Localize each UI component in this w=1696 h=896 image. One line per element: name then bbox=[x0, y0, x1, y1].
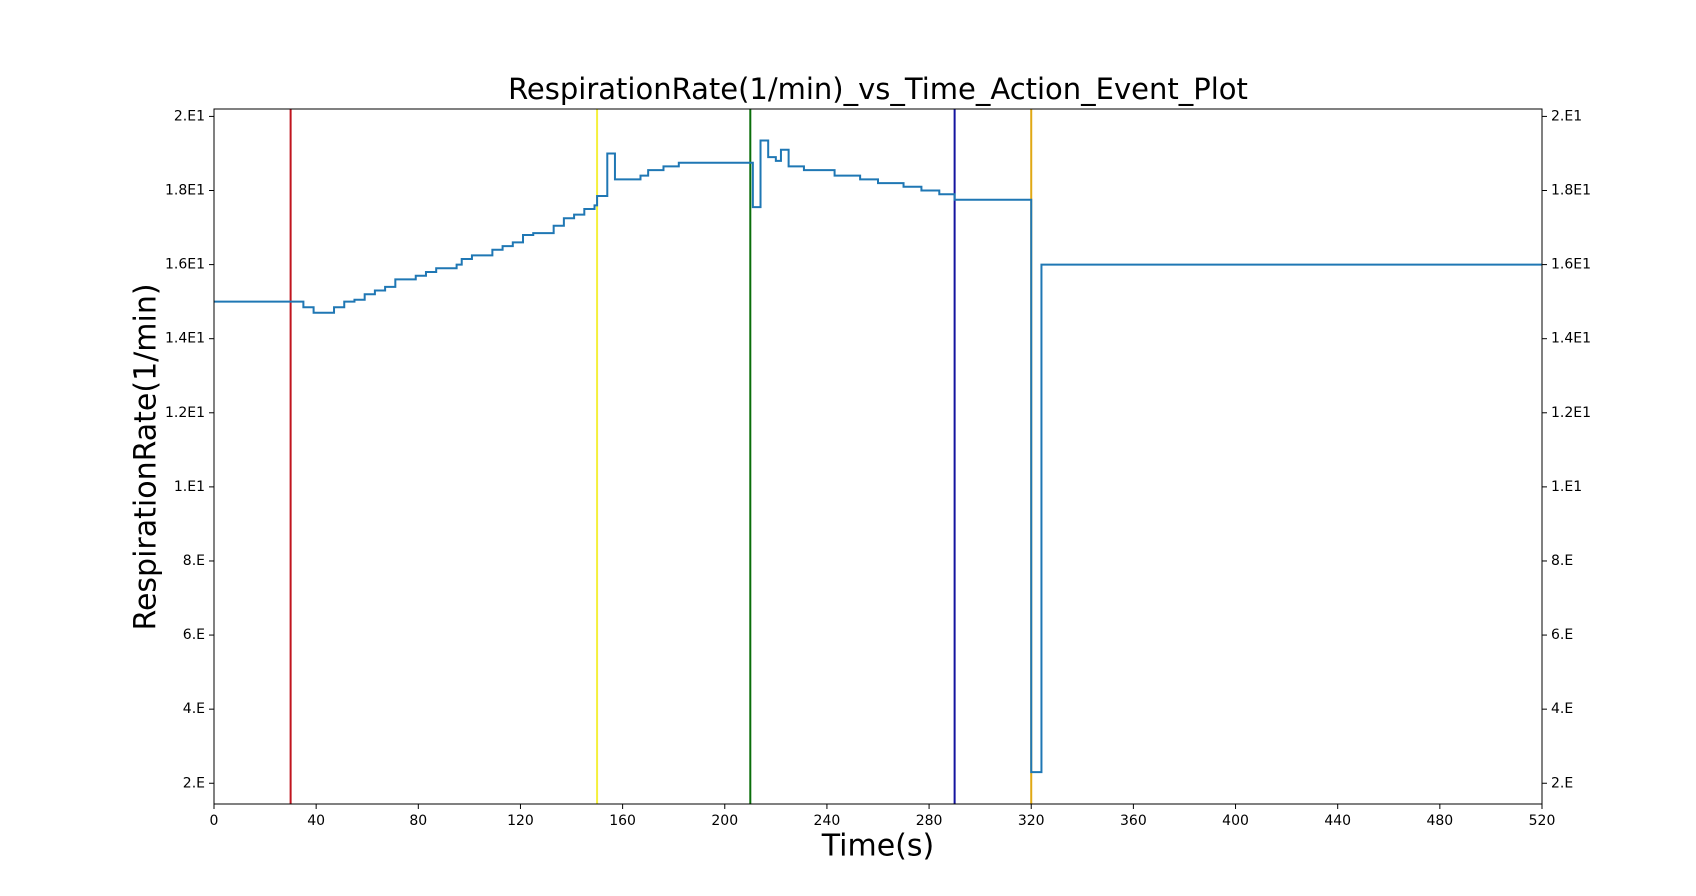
y-tick-label-right: 4.E bbox=[1551, 701, 1573, 717]
y-tick-label-right: 1.6E1 bbox=[1551, 257, 1591, 273]
x-axis-label: Time(s) bbox=[821, 829, 934, 864]
y-tick-label: 1.6E1 bbox=[165, 257, 205, 273]
x-tick-label: 40 bbox=[307, 813, 325, 829]
x-tick-label: 0 bbox=[210, 813, 219, 829]
y-tick-label-right: 1.4E1 bbox=[1551, 331, 1591, 347]
x-tick-label: 80 bbox=[409, 813, 427, 829]
x-tick-label: 240 bbox=[814, 813, 841, 829]
x-tick-label: 480 bbox=[1426, 813, 1453, 829]
y-tick-label: 6.E bbox=[183, 627, 205, 643]
y-tick-label: 2.E1 bbox=[174, 108, 205, 124]
y-tick-label-right: 2.E bbox=[1551, 775, 1573, 791]
y-tick-label: 8.E bbox=[183, 553, 205, 569]
x-tick-label: 120 bbox=[507, 813, 534, 829]
x-tick-label: 520 bbox=[1529, 813, 1556, 829]
x-tick-label: 320 bbox=[1018, 813, 1045, 829]
x-tick-label: 440 bbox=[1324, 813, 1351, 829]
y-axis-label: RespirationRate(1/min) bbox=[129, 283, 164, 630]
data-line bbox=[214, 139, 1542, 774]
y-tick-label-right: 1.8E1 bbox=[1551, 183, 1591, 199]
y-tick-label-right: 8.E bbox=[1551, 553, 1573, 569]
y-tick-label: 1.8E1 bbox=[165, 183, 205, 199]
y-tick-label: 4.E bbox=[183, 701, 205, 717]
y-tick-label: 2.E bbox=[183, 775, 205, 791]
x-tick-label: 400 bbox=[1222, 813, 1249, 829]
y-tick-label-right: 1.E1 bbox=[1551, 479, 1582, 495]
x-tick-label: 160 bbox=[609, 813, 636, 829]
y-tick-label-right: 2.E1 bbox=[1551, 108, 1582, 124]
chart-title: RespirationRate(1/min)_vs_Time_Action_Ev… bbox=[508, 72, 1248, 106]
plot-frame bbox=[213, 108, 1543, 805]
x-tick-label: 280 bbox=[916, 813, 943, 829]
y-tick-label-right: 1.2E1 bbox=[1551, 405, 1591, 421]
y-tick-label: 1.2E1 bbox=[165, 405, 205, 421]
y-tick-label: 1.4E1 bbox=[165, 331, 205, 347]
y-tick-label: 1.E1 bbox=[174, 479, 205, 495]
y-tick-label-right: 6.E bbox=[1551, 627, 1573, 643]
x-tick-label: 360 bbox=[1120, 813, 1147, 829]
x-tick-label: 200 bbox=[711, 813, 738, 829]
